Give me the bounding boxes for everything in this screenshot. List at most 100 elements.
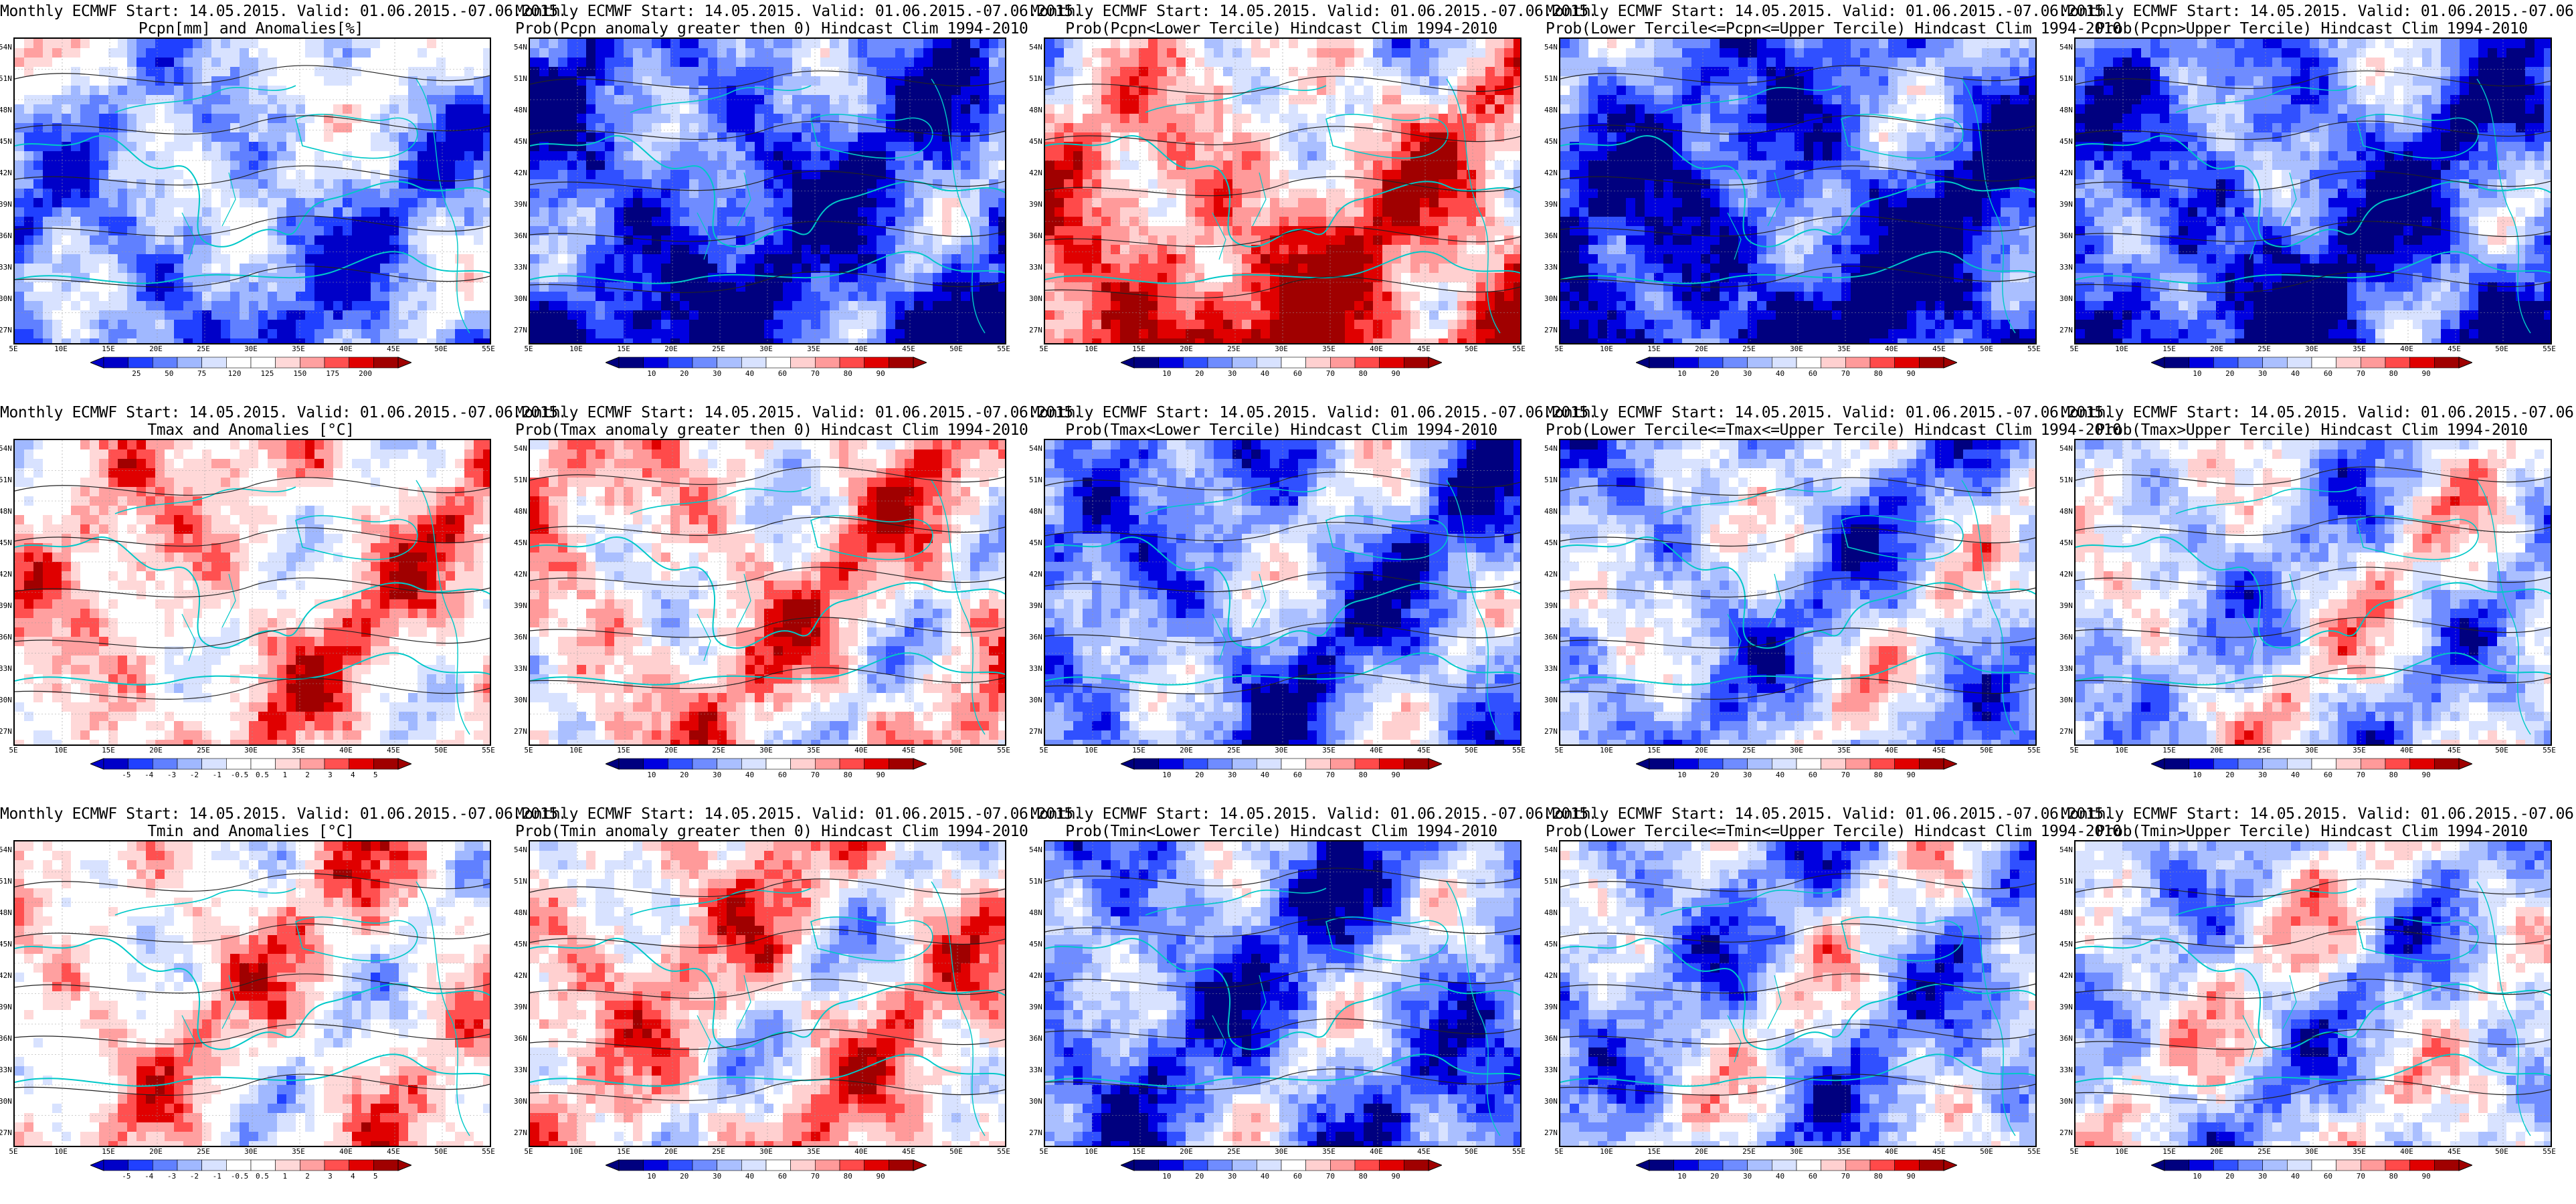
colorbar-tick-label: 20 (1710, 1172, 1719, 1181)
panel-title: Monthly ECMWF Start: 14.05.2015. Valid: … (1030, 404, 1598, 439)
colorbar-ticks: 10 20 30 40 60 70 80 90 (606, 771, 927, 780)
longitude-label: 20E (1695, 1147, 1708, 1156)
longitude-label: 40E (339, 746, 353, 755)
longitude-label: 10E (2115, 746, 2128, 755)
shaded-field (1560, 440, 2035, 744)
longitude-label: 5E (2069, 344, 2078, 353)
graticule (1560, 39, 2035, 343)
longitude-label: 40E (2400, 344, 2413, 353)
colorbar-tick-label: 30 (1228, 369, 1236, 378)
colorbar-tick-label: 70 (811, 1172, 820, 1181)
panel-title-line2: Tmin and Anomalies [°C] (0, 823, 502, 840)
longitude-label: 45E (902, 746, 915, 755)
latitude-label: 51N (2059, 476, 2073, 484)
contour-lines (1560, 873, 2035, 1096)
panel-title-line1: Monthly ECMWF Start: 14.05.2015. Valid: … (1030, 805, 1598, 823)
longitude-label: 25E (712, 746, 725, 755)
longitude-label: 20E (149, 1147, 163, 1156)
contour-lines (2076, 466, 2551, 689)
latitude-label: 30N (514, 1097, 527, 1106)
longitude-label: 45E (1417, 1147, 1431, 1156)
coastline (530, 480, 1005, 735)
longitude-label: 55E (482, 746, 495, 755)
colorbar-tick-label: -1 (213, 771, 221, 779)
colorbar-tick-label: 60 (1293, 1172, 1302, 1181)
longitude-label: 35E (2353, 746, 2366, 755)
graticule (530, 39, 1005, 343)
colorbar-tick-label: 70 (1841, 1172, 1850, 1181)
shaded-field (1045, 841, 1520, 1146)
map-panel-p-tmax-anom: Monthly ECMWF Start: 14.05.2015. Valid: … (0, 401, 567, 789)
latitude-label: 54N (0, 43, 12, 52)
longitude-label: 50E (1980, 344, 1993, 353)
colorbar-tick-label: 5 (373, 1172, 378, 1181)
colorbar-tick-label: 10 (1677, 771, 1686, 779)
map-panel-p-pcpn-gt0: Monthly ECMWF Start: 14.05.2015. Valid: … (514, 0, 1083, 388)
panel-title-line2: Prob(Pcpn<Lower Tercile) Hindcast Clim 1… (1030, 20, 1532, 37)
panel-title-line2: Tmax and Anomalies [°C] (0, 421, 502, 439)
latitude-label: 27N (1544, 1128, 1558, 1137)
colorbar: 10 20 30 40 60 70 80 90 (1636, 757, 1957, 784)
colorbar-tick-label: -0.5 (231, 1172, 249, 1181)
longitude-label: 25E (197, 1147, 210, 1156)
colorbar-tick-label: 30 (2258, 369, 2267, 378)
longitude-label: 50E (1980, 1147, 1993, 1156)
graticule (2076, 841, 2551, 1146)
latitude-label: 33N (2059, 1066, 2073, 1074)
forecast-map (1559, 840, 2037, 1147)
longitude-label: 35E (1837, 1147, 1851, 1156)
colorbar-tick-label: 30 (2258, 771, 2267, 779)
colorbar-ticks: -5 -4 -3 -2 -1 -0.5 0.5 1 2 3 4 5 (90, 771, 411, 780)
panel-title-line2: Prob(Pcpn anomaly greater then 0) Hindca… (515, 20, 1028, 37)
colorbar-tick-label: 20 (680, 771, 688, 779)
latitude-label: 51N (0, 877, 12, 886)
colorbar-tick-label: 70 (2357, 1172, 2365, 1181)
longitude-axis: 5E 10E 15E 20E 25E 30E 35E 40E 45E 50E 55E (2069, 344, 2556, 354)
longitude-label: 20E (149, 746, 163, 755)
panel-title-line1: Monthly ECMWF Start: 14.05.2015. Valid: … (2061, 805, 2576, 823)
longitude-label: 20E (1180, 1147, 1193, 1156)
map-canvas (2076, 39, 2551, 343)
longitude-label: 45E (2448, 344, 2461, 353)
latitude-label: 45N (0, 137, 12, 146)
panel-title-line2: Prob(Tmax anomaly greater then 0) Hindca… (515, 421, 1028, 439)
colorbar-tick-label: -4 (145, 1172, 153, 1181)
longitude-label: 15E (1647, 344, 1661, 353)
panel-title-line1: Monthly ECMWF Start: 14.05.2015. Valid: … (515, 404, 1083, 421)
coastline (2076, 78, 2551, 334)
colorbar-tick-label: 1 (282, 1172, 287, 1181)
longitude-label: 10E (54, 746, 68, 755)
longitude-label: 25E (2258, 746, 2271, 755)
panel-title: Monthly ECMWF Start: 14.05.2015. Valid: … (0, 805, 567, 840)
longitude-label: 40E (339, 1147, 353, 1156)
latitude-label: 39N (2059, 200, 2073, 209)
colorbar-tick-label: 80 (844, 1172, 852, 1181)
map-canvas (1045, 841, 1520, 1146)
longitude-label: 15E (102, 746, 115, 755)
panel-title: Monthly ECMWF Start: 14.05.2015. Valid: … (0, 404, 567, 439)
longitude-label: 40E (2400, 1147, 2413, 1156)
latitude-label: 51N (514, 877, 527, 886)
graticule (1045, 440, 1520, 744)
latitude-label: 54N (2059, 845, 2073, 854)
longitude-label: 45E (1417, 344, 1431, 353)
forecast-map (2074, 439, 2552, 746)
latitude-axis: 54N 51N 48N 45N 42N 39N 36N 33N 30N 27N (1029, 439, 1045, 743)
panel-title-line1: Monthly ECMWF Start: 14.05.2015. Valid: … (2061, 3, 2576, 20)
latitude-label: 54N (1029, 845, 1042, 854)
map-panel-p-tmin-gt0: Monthly ECMWF Start: 14.05.2015. Valid: … (514, 803, 1083, 1191)
longitude-axis: 5E 10E 15E 20E 25E 30E 35E 40E 45E 50E 55E (1554, 1147, 2041, 1157)
longitude-label: 5E (524, 746, 533, 755)
contour-lines (15, 873, 490, 1096)
colorbar-ticks: 10 20 30 40 60 70 80 90 (1636, 771, 1957, 780)
map-panel-p-pcpn-lower: Monthly ECMWF Start: 14.05.2015. Valid: … (1029, 0, 1598, 388)
colorbar-tick-label: 10 (2193, 369, 2201, 378)
latitude-label: 30N (514, 696, 527, 704)
longitude-label: 55E (2027, 1147, 2041, 1156)
latitude-label: 39N (2059, 601, 2073, 610)
forecast-map (13, 37, 491, 344)
colorbar-tick-label: 70 (1326, 771, 1335, 779)
longitude-label: 45E (387, 746, 400, 755)
latitude-label: 54N (514, 845, 527, 854)
colorbar-ticks: 10 20 30 40 60 70 80 90 (1636, 1172, 1957, 1181)
